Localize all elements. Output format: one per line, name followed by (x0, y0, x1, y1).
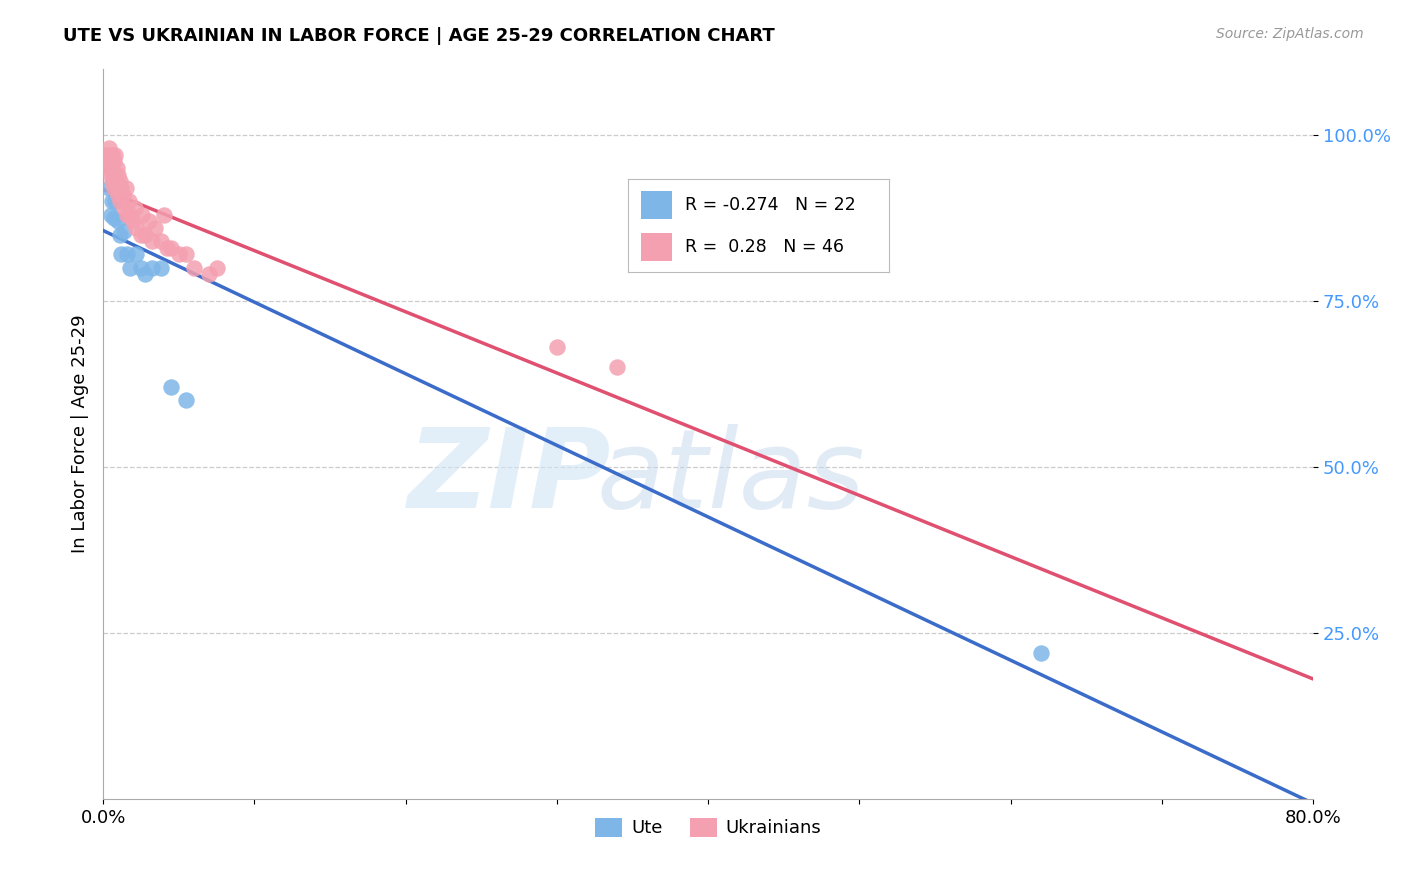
Point (103, 211, 125, 225)
Point (134, 227, 156, 242)
Point (143, 220, 166, 235)
Text: Source: ZipAtlas.com: Source: ZipAtlas.com (1216, 27, 1364, 41)
Point (117, 247, 139, 261)
Point (111, 187, 134, 202)
Point (131, 208, 153, 222)
Text: UTE VS UKRAINIAN IN LABOR FORCE | AGE 25-29 CORRELATION CHART: UTE VS UKRAINIAN IN LABOR FORCE | AGE 25… (63, 27, 775, 45)
Point (108, 194, 131, 209)
Point (104, 174, 127, 188)
Point (105, 181, 128, 195)
Point (1029, 646, 1052, 660)
Point (176, 247, 198, 261)
Point (125, 247, 148, 261)
Point (138, 214, 160, 228)
Point (118, 194, 141, 209)
Point (546, 340, 568, 354)
Point (149, 234, 172, 248)
Text: R = -0.274   N = 22: R = -0.274 N = 22 (686, 196, 856, 214)
Point (122, 214, 145, 228)
Point (120, 260, 142, 275)
Point (98, 181, 121, 195)
Point (96, 148, 118, 162)
Point (129, 227, 152, 242)
Point (205, 260, 228, 275)
Point (107, 187, 129, 202)
FancyBboxPatch shape (641, 233, 672, 260)
Point (101, 164, 124, 178)
Point (117, 208, 139, 222)
Point (141, 260, 163, 275)
Point (167, 247, 190, 261)
Point (104, 148, 127, 162)
Point (112, 224, 135, 238)
Point (606, 360, 628, 375)
Point (110, 181, 132, 195)
Point (112, 201, 135, 215)
Point (100, 208, 122, 222)
Point (124, 201, 146, 215)
Point (198, 268, 221, 282)
Point (103, 181, 125, 195)
Point (183, 260, 205, 275)
Point (104, 194, 127, 209)
Point (97, 158, 120, 172)
Point (129, 260, 152, 275)
Point (103, 154, 125, 169)
Point (101, 174, 124, 188)
Point (105, 181, 128, 195)
Point (107, 168, 129, 182)
Point (160, 380, 183, 394)
Point (97, 154, 120, 169)
Point (120, 208, 142, 222)
Point (156, 241, 179, 255)
Point (101, 148, 124, 162)
Text: R =  0.28   N = 46: R = 0.28 N = 46 (686, 238, 845, 256)
Point (160, 241, 183, 255)
Point (98, 141, 121, 155)
Point (107, 214, 129, 228)
Legend: Ute, Ukrainians: Ute, Ukrainians (588, 811, 828, 845)
Text: atlas: atlas (598, 424, 866, 531)
Point (152, 208, 174, 222)
Point (108, 174, 131, 188)
Point (108, 227, 131, 242)
Point (176, 393, 198, 408)
Point (149, 260, 172, 275)
Text: ZIP: ZIP (408, 424, 612, 531)
FancyBboxPatch shape (641, 191, 672, 219)
Point (101, 194, 124, 209)
Point (100, 148, 122, 162)
Point (100, 161, 122, 175)
Y-axis label: In Labor Force | Age 25-29: In Labor Force | Age 25-29 (72, 314, 89, 553)
Point (125, 220, 148, 235)
Point (110, 247, 132, 261)
Point (105, 161, 128, 175)
Point (114, 181, 136, 195)
Point (141, 234, 163, 248)
Point (98, 161, 121, 175)
Point (100, 168, 122, 182)
Point (134, 268, 156, 282)
